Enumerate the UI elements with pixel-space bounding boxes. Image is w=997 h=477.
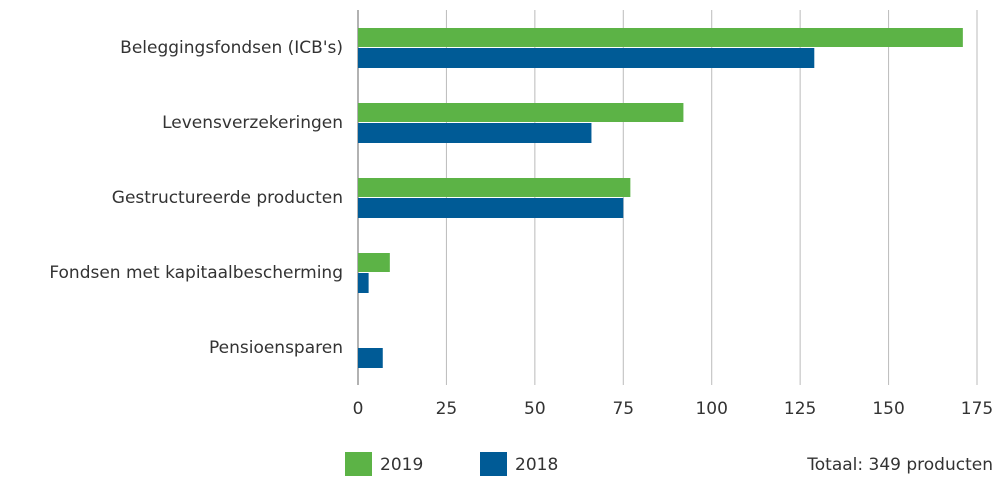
- x-tick-label: 25: [436, 399, 458, 419]
- x-tick-label: 50: [524, 399, 546, 419]
- bar: [358, 28, 963, 47]
- x-tick-label: 125: [784, 399, 816, 419]
- legend-swatch: [345, 452, 372, 476]
- y-tick-label: Fondsen met kapitaalbescherming: [49, 263, 343, 283]
- x-tick-label: 150: [872, 399, 904, 419]
- legend-label: 2019: [380, 455, 423, 475]
- y-tick-label: Levensverzekeringen: [162, 113, 343, 133]
- x-tick-label: 100: [695, 399, 727, 419]
- y-tick-label: Gestructureerde producten: [112, 188, 343, 208]
- bar: [358, 123, 592, 143]
- bar: [358, 103, 684, 122]
- x-tick-label: 0: [353, 399, 364, 419]
- y-tick-label: Beleggingsfondsen (ICB's): [120, 38, 343, 58]
- x-tick-label: 175: [961, 399, 993, 419]
- annotation: Totaal: 349 producten: [806, 455, 993, 475]
- bar: [358, 273, 369, 293]
- legend-swatch: [480, 452, 507, 476]
- legend-label: 2018: [515, 455, 558, 475]
- bar: [358, 48, 815, 68]
- bar: [358, 348, 383, 368]
- x-tick-label: 75: [612, 399, 634, 419]
- y-tick-label: Pensioensparen: [209, 338, 343, 358]
- bar: [358, 253, 390, 272]
- bar: [358, 198, 624, 218]
- bar: [358, 178, 631, 197]
